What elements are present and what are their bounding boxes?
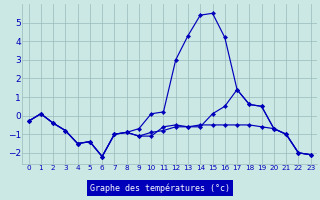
Text: Graphe des températures (°c): Graphe des températures (°c) xyxy=(90,183,230,193)
